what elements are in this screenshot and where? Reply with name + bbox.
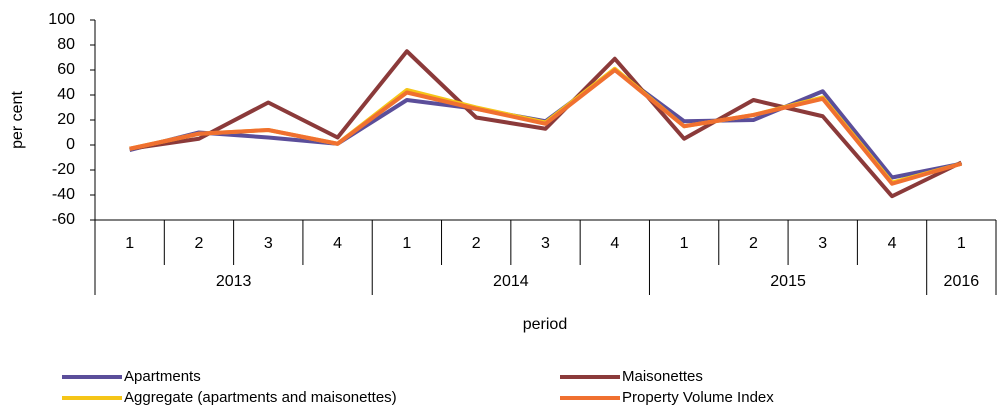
legend: Apartments Maisonettes Aggregate (apartmen… [62,368,774,406]
y-tick-label: 0 [66,136,75,153]
y-tick-label: 40 [57,86,75,103]
series-line [129,68,962,186]
group-label: 2013 [216,273,252,290]
y-tick-label: 100 [48,11,75,28]
group-label: 2016 [944,273,980,290]
group-label: 2014 [493,273,529,290]
x-tick-label: 1 [957,235,966,252]
legend-label: Apartments [124,368,201,385]
x-tick-label: 3 [818,235,827,252]
legend-label: Maisonettes [622,368,703,385]
y-axis-label: per cent [9,91,26,149]
y-tick-label: -20 [52,161,75,178]
x-tick-label: 3 [264,235,273,252]
x-tick-label: 1 [125,235,134,252]
group-label: 2015 [770,273,806,290]
series-line [129,49,963,199]
y-tick-label: 60 [57,61,75,78]
x-tick-label: 1 [680,235,689,252]
x-tick-label: 1 [402,235,411,252]
x-tick-label: 4 [888,235,897,252]
legend-label: Aggregate (apartments and maisonettes) [124,389,397,406]
y-tick-label: -40 [52,186,75,203]
legend-label: Property Volume Index [622,389,774,406]
x-tick-label: 3 [541,235,550,252]
x-tick-label: 2 [195,235,204,252]
x-axis-label: period [523,316,567,333]
y-tick-label: -60 [52,211,75,228]
y-tick-label: 20 [57,111,75,128]
x-tick-label: 4 [333,235,342,252]
x-tick-label: 2 [472,235,481,252]
x-tick-label: 2 [749,235,758,252]
y-tick-label: 80 [57,36,75,53]
x-tick-label: 4 [610,235,619,252]
